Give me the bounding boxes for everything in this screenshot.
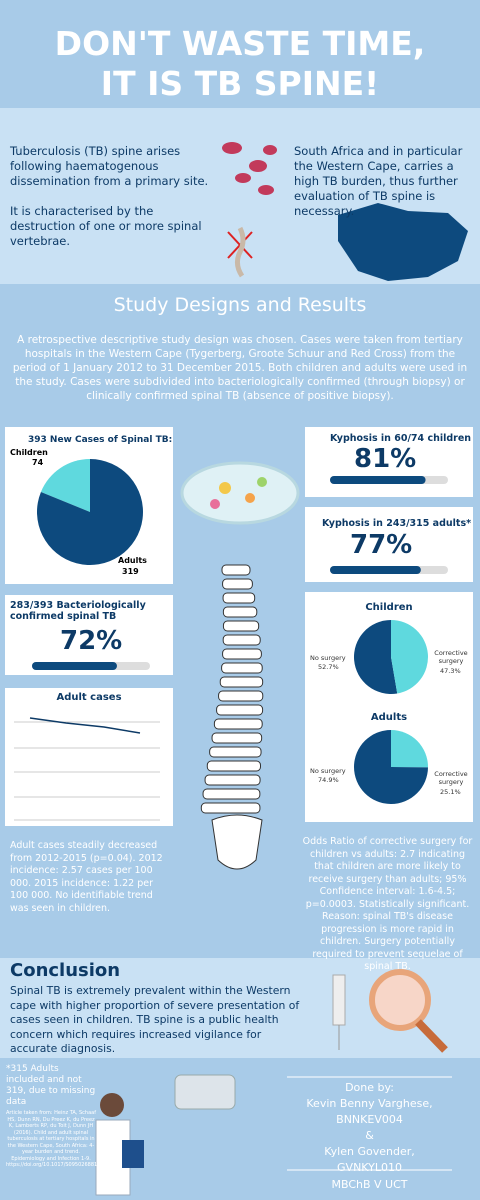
paragraph: It is characterised by the destruction o… bbox=[10, 204, 202, 248]
vertebra bbox=[213, 718, 263, 730]
pie-slice bbox=[391, 620, 429, 694]
percent: 81% bbox=[354, 444, 417, 474]
slice-value: 47.3% bbox=[440, 667, 461, 675]
footer bbox=[0, 1058, 480, 1200]
kyphosis-children-card bbox=[305, 427, 473, 497]
vertebra bbox=[221, 564, 251, 576]
pie-slice bbox=[354, 620, 398, 695]
slice-value: 25.1% bbox=[440, 788, 461, 796]
vertebra bbox=[222, 634, 261, 646]
vertebra bbox=[222, 578, 253, 590]
blood-cells bbox=[222, 142, 277, 195]
credit-line: BNNKEV004 bbox=[336, 1113, 403, 1126]
pie-slice bbox=[37, 459, 144, 565]
sacrum bbox=[211, 814, 263, 870]
header bbox=[0, 0, 480, 108]
vertebra bbox=[222, 648, 262, 660]
slice-label: Corrective surgery bbox=[434, 649, 468, 665]
credit-line: Kylen Govender, bbox=[324, 1145, 415, 1158]
slice-value: 319 bbox=[122, 567, 139, 576]
card-title: 283/393 Bacteriologically confirmed spin… bbox=[10, 600, 146, 622]
adult-cases-card bbox=[5, 688, 173, 826]
percent: 72% bbox=[60, 626, 123, 656]
progress-bar bbox=[330, 566, 421, 574]
paragraph: Spinal TB is extremely prevalent within … bbox=[10, 984, 300, 1055]
vertebra bbox=[218, 690, 264, 702]
vertebra bbox=[202, 788, 261, 800]
progress-bar bbox=[330, 476, 426, 484]
vertebra bbox=[204, 774, 261, 786]
footnote: *315 Adults included and not 319, due to… bbox=[6, 1064, 96, 1107]
pie-slice bbox=[40, 459, 90, 512]
title-line: IT IS TB SPINE! bbox=[100, 64, 380, 103]
vertebra-icon bbox=[227, 226, 253, 278]
title-line: DON'T WASTE TIME, bbox=[54, 24, 426, 63]
slice-label: No surgery bbox=[310, 767, 346, 775]
paragraph: A retrospective descriptive study design… bbox=[12, 334, 468, 402]
south-africa-map bbox=[338, 203, 468, 281]
paragraph: South Africa and in particular the Weste… bbox=[294, 144, 463, 218]
petri-dish bbox=[180, 461, 300, 525]
vertebra bbox=[221, 662, 263, 674]
slice-value: 74 bbox=[32, 458, 44, 467]
bacteriological-card bbox=[5, 595, 173, 675]
credits: Done by: Kevin Benny Varghese, BNNKEV004… bbox=[287, 1080, 452, 1176]
credit-line: & bbox=[365, 1129, 374, 1142]
slice-value: 52.7% bbox=[318, 663, 339, 671]
card-title: Kyphosis in 60/74 children bbox=[330, 433, 472, 444]
intro-left: Tuberculosis (TB) spine arises following… bbox=[10, 144, 220, 249]
vertebra bbox=[209, 746, 262, 758]
syringe-magnifier bbox=[332, 969, 448, 1053]
paragraph: Tuberculosis (TB) spine arises following… bbox=[10, 144, 209, 188]
section-title: Conclusion bbox=[10, 960, 121, 981]
card-title: Adult cases bbox=[56, 692, 122, 703]
paragraph: Adult cases steadily decreased from 2012… bbox=[10, 840, 163, 914]
vertebra bbox=[200, 802, 261, 814]
credit-line: GVNKYL010 bbox=[337, 1161, 402, 1174]
progress-bar bbox=[32, 662, 117, 670]
title: DON'T WASTE TIME, IT IS TB SPINE! bbox=[0, 24, 480, 104]
credit-line: Done by: bbox=[345, 1081, 394, 1094]
section-title: Study Designs and Results bbox=[113, 294, 367, 316]
vertebra bbox=[206, 760, 261, 772]
slice-label: Children bbox=[10, 448, 48, 457]
doctor-figure bbox=[95, 1074, 236, 1196]
vertebra bbox=[216, 704, 264, 716]
percent: 77% bbox=[350, 530, 413, 560]
credit-line: MBChB V UCT bbox=[331, 1178, 408, 1191]
card-title: Adults bbox=[370, 712, 408, 723]
slice-label: Corrective surgery bbox=[434, 770, 468, 786]
slice-label: No surgery bbox=[310, 654, 346, 662]
vertebra bbox=[222, 606, 258, 618]
trend-line bbox=[29, 717, 141, 734]
vertebra bbox=[222, 620, 260, 632]
card-title: Kyphosis in 243/315 adults* bbox=[322, 518, 472, 529]
slice-label: Adults bbox=[118, 556, 147, 565]
card-title: Children bbox=[365, 602, 413, 613]
vertebra bbox=[222, 592, 256, 604]
paragraph: Odds Ratio of corrective surgery for chi… bbox=[302, 836, 473, 972]
vertebra bbox=[219, 676, 264, 688]
card-title: 393 New Cases of Spinal TB: bbox=[28, 435, 173, 445]
spine-illustration bbox=[200, 564, 264, 870]
vertebra bbox=[211, 732, 263, 744]
pie-slice bbox=[354, 730, 428, 805]
reference: Article taken from: Heinz TA, Schaaf HS,… bbox=[6, 1110, 120, 1168]
pie-slice bbox=[391, 730, 428, 768]
slice-value: 74.9% bbox=[318, 776, 339, 784]
credit-line: Kevin Benny Varghese, bbox=[306, 1097, 433, 1110]
